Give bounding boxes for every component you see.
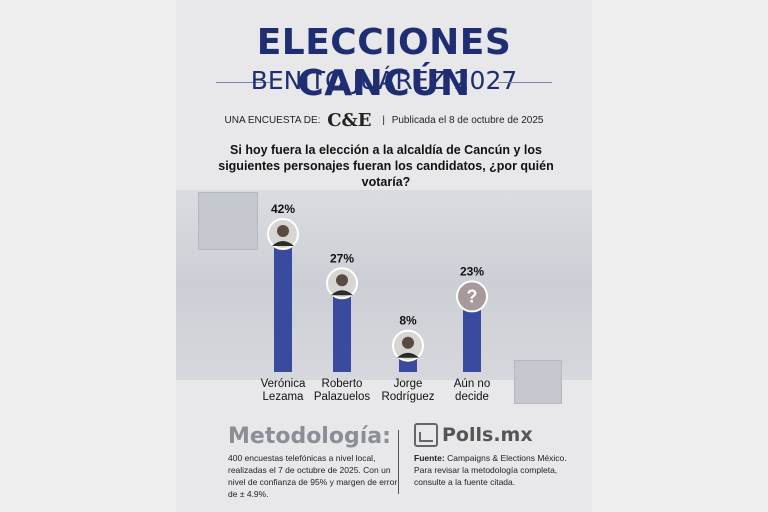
value-label-2: 8% [399,314,417,328]
survey-by-label: UNA ENCUESTA DE: [224,115,321,127]
category-label-0-0: Verónica [261,378,306,390]
meta-separator: | [382,115,385,127]
page-title: ELECCIONES CANCÚN [256,22,512,104]
background-ballot-box-left [198,192,258,250]
survey-question: Si hoy fuera la elección a la alcaldía d… [218,143,554,189]
survey-meta: UNA ENCUESTA DE: C&E | Publicada el 8 de… [176,110,592,131]
category-label-2-0: Jorge [394,378,423,390]
bar-1 [333,283,351,372]
chart-frame-icon [414,423,438,447]
value-label-3: 23% [460,264,484,278]
category-label-1-0: Roberto [322,378,363,390]
footer-divider [398,430,399,494]
subtitle-rule-left [216,82,270,83]
candidate-shoulders-0 [272,241,294,246]
category-label-3-1: decide [455,391,489,403]
source-label: Fuente: [414,453,445,463]
infographic-poster: ELECCIONES CANCÚN BENITO JUÁREZ 2027 UNA… [176,0,592,512]
subtitle-rule-right [498,82,552,83]
category-label-0-1: Lezama [263,391,305,403]
value-label-1: 27% [330,251,354,265]
candidate-head-2 [402,336,414,349]
source-logo: Polls.mx [414,422,533,448]
value-label-0: 42% [271,202,295,216]
page-subtitle: BENITO JUÁREZ 2027 [250,66,518,95]
question-mark-icon: ? [467,286,478,306]
bar-3 [463,296,481,372]
methodology-title: Metodología: [228,424,391,449]
source-logo-text: Polls.mx [442,424,533,446]
category-label-3-0: Aún no [454,378,490,390]
candidate-shoulders-2 [397,352,419,358]
source-description: Campaigns & Elections México. Para revis… [414,453,567,487]
published-date: Publicada el 8 de octubre de 2025 [391,115,544,127]
candidate-shoulders-1 [331,290,353,296]
methodology-text: 400 encuestas telefónicas a nivel local,… [228,453,398,499]
question-avatar [456,280,488,313]
pollster-logo: C&E [327,110,372,131]
candidate-head-0 [277,225,289,237]
candidate-head-1 [336,274,348,287]
category-label-1-1: Palazuelos [314,391,371,403]
background-ballot-box-right [514,360,562,404]
bar-0 [274,234,292,372]
source-text: Fuente: Campaigns & Elections México. Pa… [414,452,584,488]
category-label-2-1: Rodríguez [381,391,434,403]
